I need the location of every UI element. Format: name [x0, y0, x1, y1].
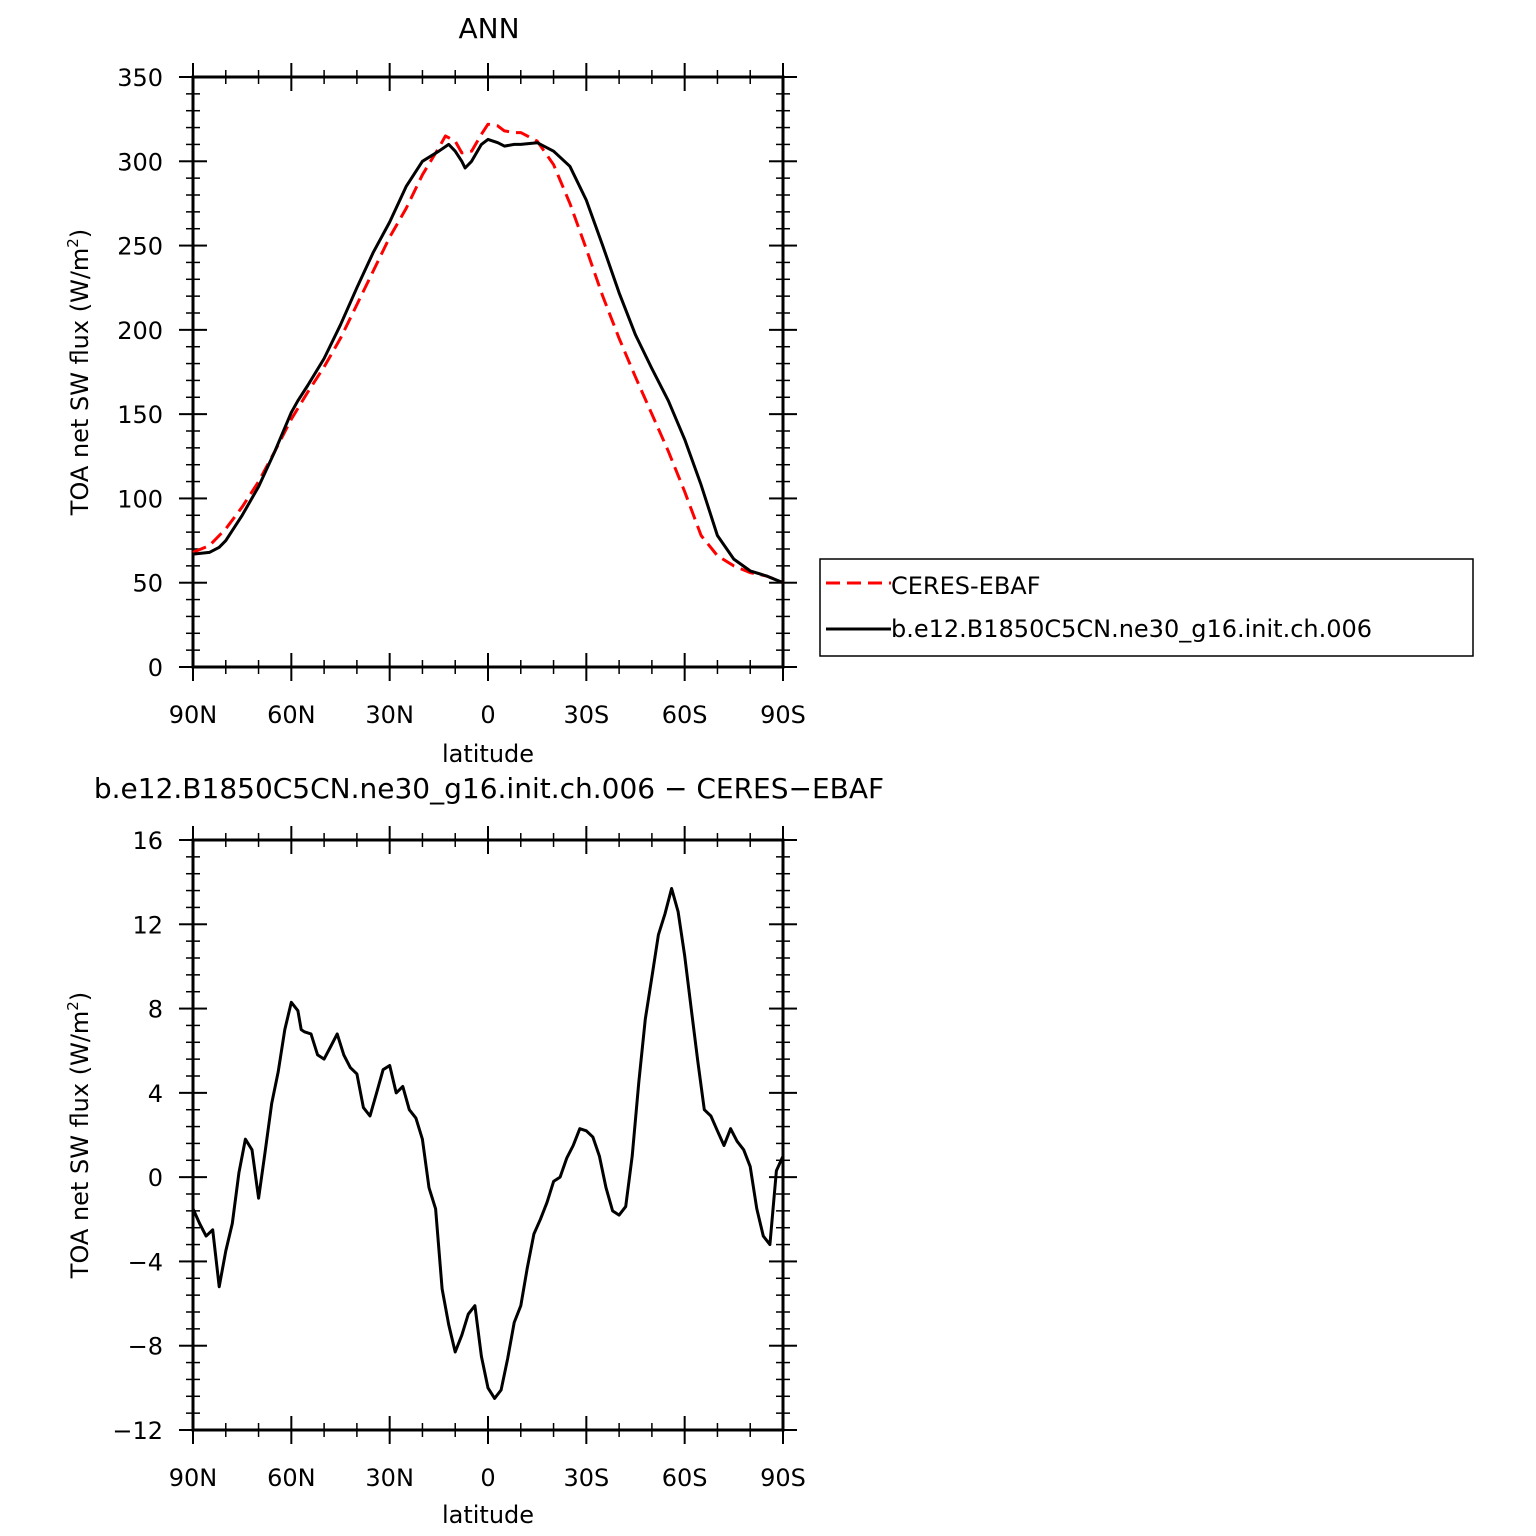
legend-label-model: b.e12.B1850C5CN.ne30_g16.init.ch.006	[891, 615, 1372, 643]
top-x-tick-label: 30N	[365, 701, 414, 729]
top-x-tick-labels: 90N 60N 30N 0 30S 60S 90S	[169, 701, 806, 729]
top-y-axis-label-close: )	[66, 229, 94, 238]
top-y-tick-labels: 0 50 100 150 200 250 300 350	[117, 64, 163, 682]
top-panel: ANN 90N 60N 30N 0 30S 60S 90S 0 50 100 150 200 250 3…	[64, 12, 806, 768]
top-title: ANN	[458, 12, 519, 45]
bottom-x-tick-label: 30S	[563, 1464, 609, 1492]
bottom-x-tick-label: 60N	[267, 1464, 316, 1492]
top-ticks	[179, 63, 797, 681]
bottom-series-line-0	[191, 887, 785, 1400]
bottom-plot-frame	[191, 838, 785, 1432]
bottom-y-tick-labels: −12 −8 −4 0 4 8 12 16	[112, 827, 163, 1445]
top-y-tick-label: 0	[148, 654, 163, 682]
bottom-x-tick-label: 30N	[365, 1464, 414, 1492]
bottom-x-axis-label: latitude	[442, 1501, 534, 1529]
top-x-tick-label: 60N	[267, 701, 316, 729]
top-x-tick-label: 90N	[169, 701, 218, 729]
top-y-tick-label: 100	[117, 485, 163, 513]
legend: CERES-EBAF b.e12.B1850C5CN.ne30_g16.init…	[819, 558, 1474, 657]
top-y-tick-label: 350	[117, 64, 163, 92]
bottom-y-tick-label: −12	[112, 1417, 163, 1445]
bottom-y-tick-label: −8	[128, 1333, 163, 1361]
top-x-tick-label: 30S	[563, 701, 609, 729]
top-series-group	[192, 122, 784, 585]
bottom-y-axis-label-close: )	[66, 992, 94, 1001]
top-y-axis-label-main: TOA net SW flux (W/m	[66, 248, 94, 517]
bottom-series-group	[191, 887, 785, 1400]
bottom-y-tick-label: 4	[148, 1080, 163, 1108]
top-series-line-0	[192, 122, 784, 585]
legend-label-ceres: CERES-EBAF	[891, 572, 1041, 600]
top-y-tick-label: 50	[132, 570, 163, 598]
top-y-tick-label: 150	[117, 401, 163, 429]
bottom-y-tick-label: 12	[132, 911, 163, 939]
bottom-y-tick-label: 16	[132, 827, 163, 855]
bottom-x-tick-label: 90N	[169, 1464, 218, 1492]
bottom-y-axis-label-sup: 2	[64, 1001, 82, 1011]
top-x-tick-label: 60S	[662, 701, 708, 729]
top-x-tick-label: 0	[480, 701, 495, 729]
top-x-axis-label: latitude	[442, 740, 534, 768]
top-y-axis-label: TOA net SW flux (W/m2)	[64, 229, 94, 516]
bottom-x-tick-label: 60S	[662, 1464, 708, 1492]
bottom-y-axis-label-main: TOA net SW flux (W/m	[66, 1011, 94, 1280]
bottom-panel: b.e12.B1850C5CN.ne30_g16.init.ch.006 − C…	[64, 772, 884, 1529]
legend-box	[819, 558, 1474, 657]
top-plot-frame	[191, 75, 785, 669]
bottom-y-tick-label: 0	[148, 1164, 163, 1192]
top-y-tick-label: 300	[117, 148, 163, 176]
top-x-tick-label: 90S	[760, 701, 806, 729]
bottom-x-tick-label: 90S	[760, 1464, 806, 1492]
bottom-ticks	[179, 826, 797, 1444]
top-series-line-1	[192, 137, 784, 585]
bottom-y-tick-label: −4	[128, 1248, 163, 1276]
top-y-tick-label: 250	[117, 233, 163, 261]
bottom-y-axis-label: TOA net SW flux (W/m2)	[64, 992, 94, 1279]
bottom-x-tick-label: 0	[480, 1464, 495, 1492]
top-y-tick-label: 200	[117, 317, 163, 345]
bottom-x-tick-labels: 90N 60N 30N 0 30S 60S 90S	[169, 1464, 806, 1492]
bottom-title: b.e12.B1850C5CN.ne30_g16.init.ch.006 − C…	[94, 772, 884, 805]
bottom-y-tick-label: 8	[148, 996, 163, 1024]
top-y-axis-label-sup: 2	[64, 238, 82, 248]
